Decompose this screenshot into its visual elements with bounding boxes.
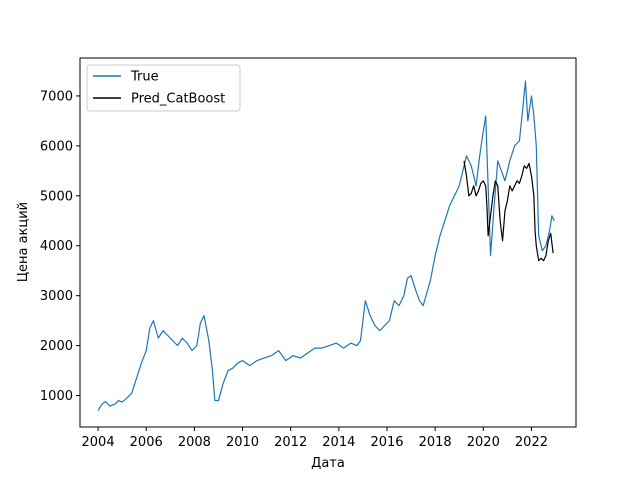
x-tick-label: 2012 [274, 435, 307, 450]
series-layer [97, 80, 555, 411]
x-tick-label: 2016 [370, 435, 403, 450]
y-tick-label: 6000 [40, 139, 73, 154]
x-tick-label: 2018 [419, 435, 452, 450]
legend: True Pred_CatBoost [86, 64, 241, 112]
x-tick-label: 2004 [82, 435, 115, 450]
legend-label-pred-catboost: Pred_CatBoost [131, 92, 225, 107]
x-tick-label: 2020 [467, 435, 500, 450]
x-tick-label: 2010 [226, 435, 259, 450]
x-axis-ticks: 2004 2006 2008 2010 2012 2014 2016 2018 2020 2022 [82, 427, 548, 450]
y-axis-label: Цена акций [16, 202, 31, 282]
x-tick-label: 2022 [515, 435, 548, 450]
x-axis-label: Дата [311, 456, 345, 471]
series-line-pred-catboost [463, 160, 554, 262]
y-tick-label: 1000 [40, 389, 73, 404]
y-tick-label: 7000 [40, 89, 73, 104]
legend-box [86, 64, 241, 112]
y-axis-ticks: 1000 2000 3000 4000 5000 6000 7000 [40, 89, 80, 404]
plot-area [79, 57, 577, 428]
x-tick-label: 2014 [322, 435, 355, 450]
x-tick-label: 2006 [130, 435, 163, 450]
x-tick-label: 2008 [178, 435, 211, 450]
y-tick-label: 2000 [40, 339, 73, 354]
y-tick-label: 5000 [40, 189, 73, 204]
y-tick-label: 3000 [40, 289, 73, 304]
legend-label-true: True [130, 70, 159, 85]
series-line-true [97, 80, 555, 411]
y-tick-label: 4000 [40, 239, 73, 254]
axes-background [80, 58, 576, 427]
axes-frame [79, 57, 577, 428]
